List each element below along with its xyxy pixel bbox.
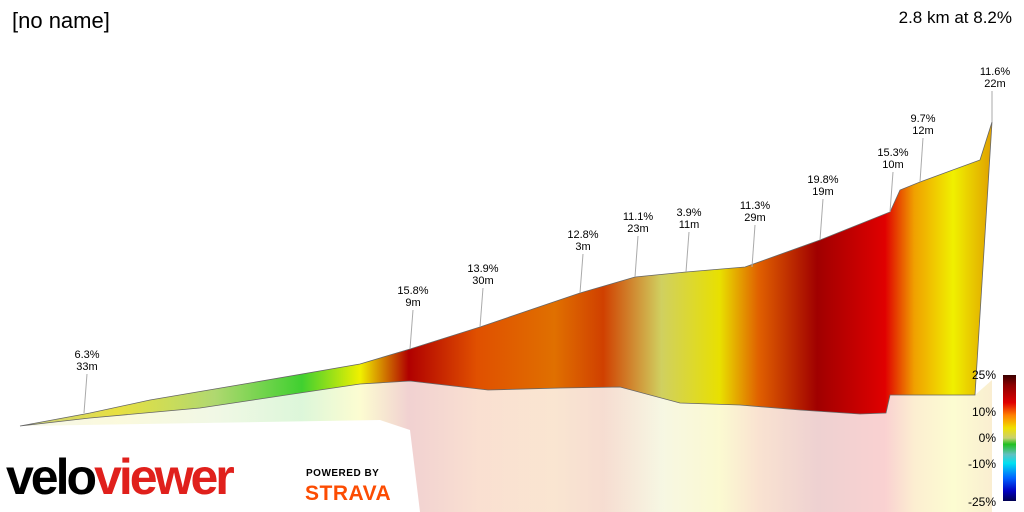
label-length: 12m xyxy=(912,125,933,137)
segment-label: 19.8%19m xyxy=(807,174,839,241)
segment-label: 12.8%3m xyxy=(567,229,599,294)
segment-summary: 2.8 km at 8.2% xyxy=(898,8,1012,27)
segment-label: 13.9%30m xyxy=(467,263,499,328)
label-grade: 12.8% xyxy=(567,229,598,241)
label-leader-line xyxy=(479,287,484,328)
legend-tick: -25% xyxy=(967,495,996,509)
label-length: 3m xyxy=(575,241,590,253)
profile-side xyxy=(19,121,993,427)
segment-label: 15.3%10m xyxy=(877,147,909,213)
legend-tick: -10% xyxy=(967,457,996,471)
label-length: 10m xyxy=(882,159,903,171)
label-leader-line xyxy=(889,171,894,213)
segment-label: 11.1%23m xyxy=(623,211,654,278)
label-length: 22m xyxy=(984,78,1005,90)
label-grade: 15.3% xyxy=(877,147,908,159)
segment-label: 9.7%12m xyxy=(910,113,936,183)
label-leader-line xyxy=(579,253,584,294)
label-grade: 6.3% xyxy=(74,349,99,361)
label-grade: 15.8% xyxy=(397,285,428,297)
label-leader-line xyxy=(83,373,88,414)
label-grade: 11.6% xyxy=(980,66,1011,78)
legend-tick: 25% xyxy=(971,368,996,382)
label-grade: 13.9% xyxy=(467,263,498,275)
segment-label: 3.9%11m xyxy=(676,207,702,273)
segment-labels: 6.3%33m 15.8%9m 13.9%30m 12.8%3m 11.1%23m 3.9… xyxy=(74,66,1011,414)
label-leader-line xyxy=(919,137,924,183)
powered-by-text: POWERED BY xyxy=(306,468,380,479)
label-length: 11m xyxy=(679,219,700,231)
label-leader-line xyxy=(409,309,414,350)
label-grade: 3.9% xyxy=(676,207,701,219)
segment-label: 11.3%29m xyxy=(740,200,771,268)
label-grade: 11.1% xyxy=(623,211,654,223)
label-leader-line xyxy=(751,224,756,268)
label-length: 19m xyxy=(812,186,833,198)
label-length: 9m xyxy=(405,297,420,309)
label-length: 29m xyxy=(744,212,765,224)
label-grade: 11.3% xyxy=(740,200,771,212)
gradient-legend-bar xyxy=(1003,375,1016,501)
segment-label: 6.3%33m xyxy=(74,349,100,414)
segment-label: 15.8%9m xyxy=(397,285,429,350)
legend-tick: 0% xyxy=(978,431,996,445)
legend-tick: 10% xyxy=(971,405,996,419)
strava-logo[interactable]: STRAVA xyxy=(305,482,392,505)
label-length: 30m xyxy=(472,275,493,287)
label-length: 23m xyxy=(627,223,648,235)
label-length: 33m xyxy=(76,361,97,373)
label-grade: 9.7% xyxy=(910,113,935,125)
label-grade: 19.8% xyxy=(807,174,838,186)
profile-reflection xyxy=(20,380,992,512)
label-leader-line xyxy=(685,231,690,273)
label-leader-line xyxy=(634,235,639,278)
segment-label: 11.6%22m xyxy=(980,66,1011,122)
label-leader-line xyxy=(819,198,824,241)
veloviewer-logo[interactable]: veloviewer xyxy=(6,449,235,505)
segment-title: [no name] xyxy=(12,8,110,33)
